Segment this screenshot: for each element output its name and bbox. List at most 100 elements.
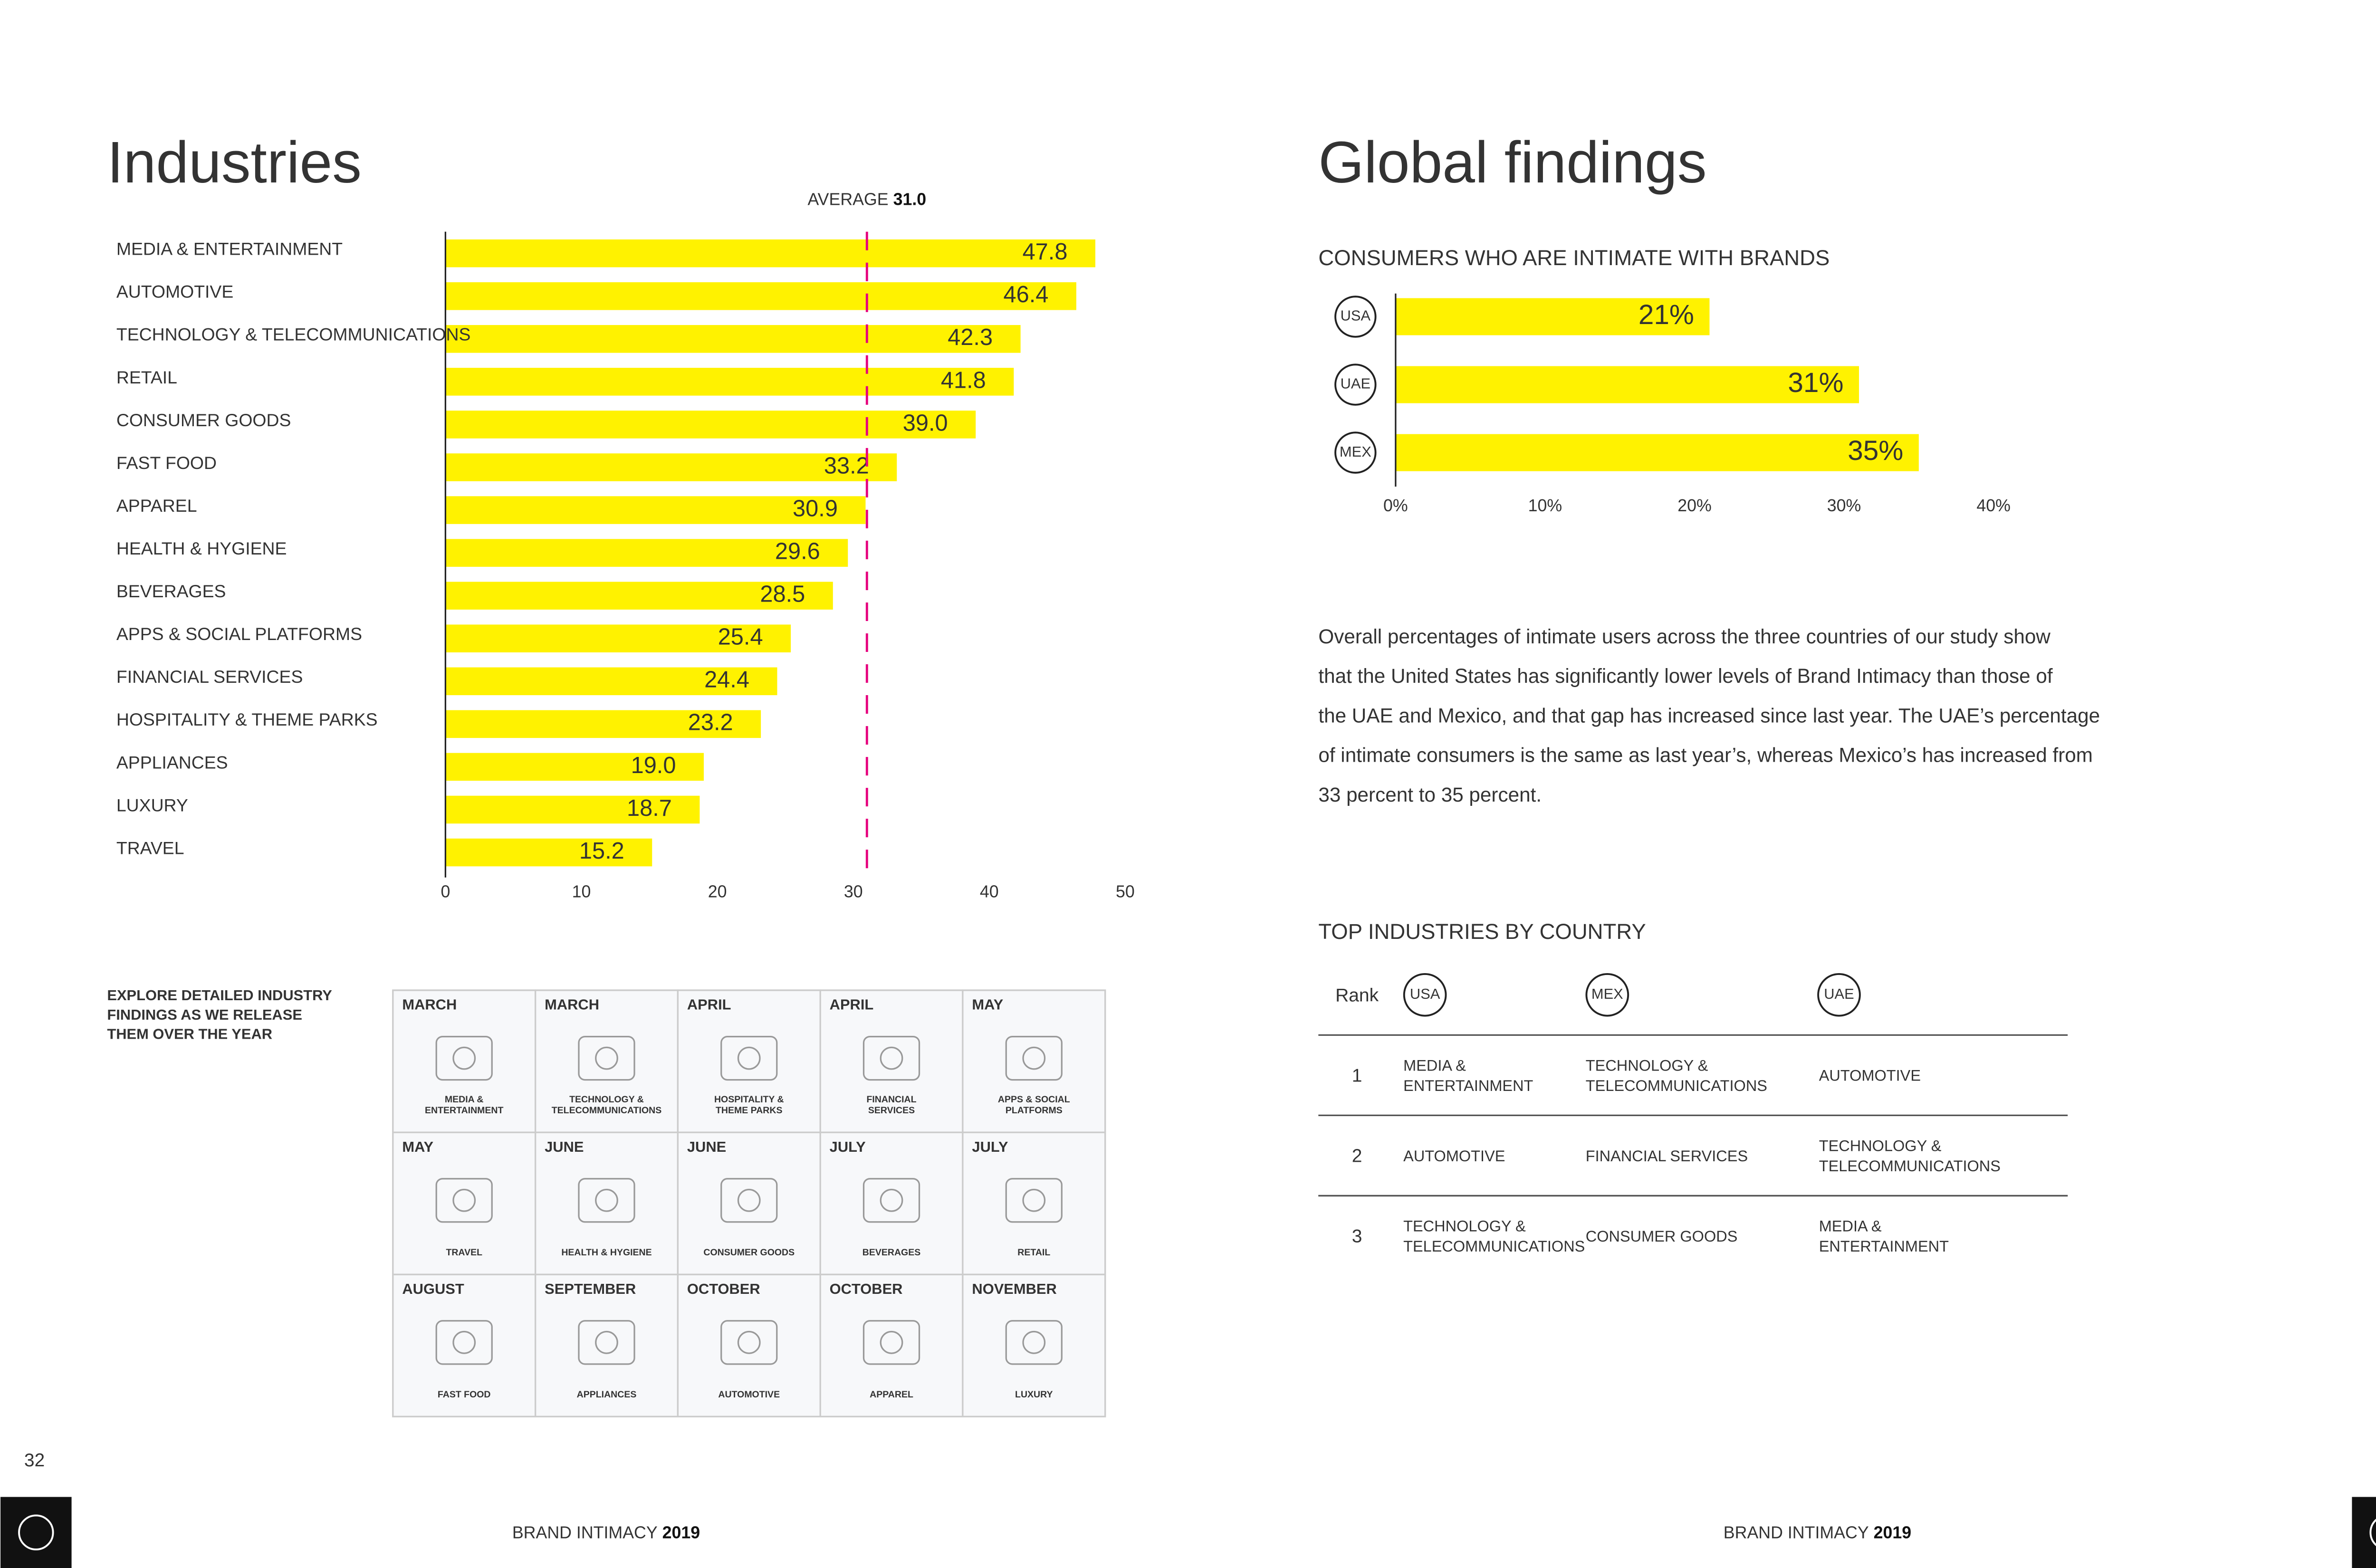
data-label: 18.7 xyxy=(627,795,672,821)
country-badge xyxy=(1817,973,1861,1017)
chart-title: CONSUMERS WHO ARE INTIMATE WITH BRANDS xyxy=(1318,246,1830,270)
bar xyxy=(445,710,761,738)
body-text: the UAE and Mexico, and that gap has inc… xyxy=(1318,704,2100,727)
calendar-frame xyxy=(392,989,1106,1418)
country-badge xyxy=(1585,973,1629,1017)
y-tick-label: MEDIA & ENTERTAINMENT xyxy=(116,239,343,259)
calendar-label: TRAVEL xyxy=(446,1247,482,1258)
x-tick-label: 40% xyxy=(1976,496,2011,515)
calendar-month: MARCH xyxy=(545,996,599,1013)
calendar-label: PLATFORMS xyxy=(1006,1105,1063,1116)
calendar-month: JULY xyxy=(830,1138,866,1155)
y-tick-label: HEALTH & HYGIENE xyxy=(116,538,287,558)
column-header: Rank xyxy=(1335,985,1379,1005)
y-tick-label: USA xyxy=(1341,307,1371,324)
calendar-label: LUXURY xyxy=(1015,1389,1053,1400)
calendar-month: APRIL xyxy=(687,996,731,1013)
y-tick-label: APPLIANCES xyxy=(116,752,228,772)
y-tick-label: RETAIL xyxy=(116,367,177,387)
calendar-label: TECHNOLOGY & xyxy=(569,1094,644,1105)
table-cell: CONSUMER GOODS xyxy=(1586,1228,1738,1245)
calendar-label: HEALTH & HYGIENE xyxy=(561,1247,651,1258)
body-text: of intimate consumers is the same as las… xyxy=(1318,744,2093,766)
industry-icon xyxy=(578,1178,635,1223)
calendar-label: APPAREL xyxy=(870,1389,913,1400)
body-text: that the United States has significantly… xyxy=(1318,665,2053,687)
calendar-label: MEDIA & xyxy=(445,1094,484,1105)
calendar-month: MARCH xyxy=(402,996,457,1013)
footer-year: 2019 xyxy=(1874,1523,1912,1542)
bar xyxy=(445,411,976,439)
data-label: 25.4 xyxy=(718,624,763,650)
bar xyxy=(445,239,1095,268)
industry-icon-detail xyxy=(737,1330,761,1354)
industry-icon xyxy=(862,1320,920,1365)
calendar-month: OCTOBER xyxy=(687,1281,760,1297)
industry-icon-detail xyxy=(595,1188,618,1212)
industry-icon-detail xyxy=(880,1330,903,1354)
page-title: Industries xyxy=(107,130,362,195)
table-cell: TELECOMMUNICATIONS xyxy=(1819,1157,2001,1175)
y-tick-label: APPS & SOCIAL PLATFORMS xyxy=(116,624,362,644)
bar xyxy=(445,667,777,696)
bar xyxy=(445,539,848,567)
note-text: EXPLORE DETAILED INDUSTRY xyxy=(107,987,332,1004)
country-badge xyxy=(1334,296,1377,338)
data-label: 23.2 xyxy=(688,710,733,736)
country-badge xyxy=(1334,363,1377,406)
bar xyxy=(445,753,704,781)
note-text: THEM OVER THE YEAR xyxy=(107,1025,272,1042)
footer-text: BRAND INTIMACY 2019 xyxy=(512,1523,700,1542)
bar xyxy=(445,582,833,610)
data-label: 31% xyxy=(1788,367,1843,398)
column-header: USA xyxy=(1410,985,1440,1002)
footer-brand: BRAND INTIMACY xyxy=(1724,1523,1869,1542)
x-tick-label: 20 xyxy=(708,882,727,901)
table-cell: AUTOMOTIVE xyxy=(1819,1067,1921,1084)
y-tick-label: BEVERAGES xyxy=(116,581,226,601)
industry-icon-detail xyxy=(595,1046,618,1070)
industry-icon xyxy=(1005,1320,1063,1365)
table-cell: ENTERTAINMENT xyxy=(1403,1077,1533,1094)
average-label: AVERAGE 31.0 xyxy=(807,190,926,209)
calendar-label: CONSUMER GOODS xyxy=(703,1247,795,1258)
average-value: 31.0 xyxy=(893,190,927,209)
industry-icon xyxy=(435,1320,493,1365)
industry-icon-detail xyxy=(452,1330,476,1354)
footer-year: 2019 xyxy=(662,1523,700,1542)
table-cell: TELECOMMUNICATIONS xyxy=(1403,1238,1585,1255)
industry-icon xyxy=(1005,1035,1063,1081)
logo-badge[interactable] xyxy=(0,1497,72,1568)
bar xyxy=(445,325,1021,353)
y-tick-label: APPAREL xyxy=(116,496,197,516)
bar xyxy=(445,496,866,524)
country-badge xyxy=(1334,431,1377,474)
calendar-label: BEVERAGES xyxy=(862,1247,920,1258)
bar xyxy=(445,624,791,652)
industry-icon xyxy=(435,1178,493,1223)
calendar-month: APRIL xyxy=(830,996,874,1013)
industry-icon-detail xyxy=(452,1046,476,1070)
calendar-month: JULY xyxy=(972,1138,1008,1155)
table-cell: ENTERTAINMENT xyxy=(1819,1238,1949,1255)
accessibility-button[interactable] xyxy=(2352,1497,2376,1568)
industry-icon-detail xyxy=(737,1188,761,1212)
industry-icon xyxy=(862,1035,920,1081)
industry-icon xyxy=(578,1320,635,1365)
x-tick-label: 10% xyxy=(1528,496,1562,515)
bar xyxy=(445,282,1076,310)
bar xyxy=(445,795,700,824)
x-tick-label: 20% xyxy=(1677,496,1712,515)
industry-icon-detail xyxy=(1022,1188,1046,1212)
calendar-month: JUNE xyxy=(687,1138,726,1155)
x-tick-label: 30% xyxy=(1827,496,1861,515)
bar xyxy=(445,453,897,481)
data-label: 29.6 xyxy=(775,538,820,564)
body-text: 33 percent to 35 percent. xyxy=(1318,784,1542,806)
calendar-month: OCTOBER xyxy=(830,1281,903,1297)
column-header: MEX xyxy=(1591,985,1623,1002)
industry-icon-detail xyxy=(595,1330,618,1354)
rank-cell: 1 xyxy=(1352,1065,1362,1086)
table-cell: TECHNOLOGY & xyxy=(1403,1218,1526,1235)
bar xyxy=(1395,434,1919,471)
